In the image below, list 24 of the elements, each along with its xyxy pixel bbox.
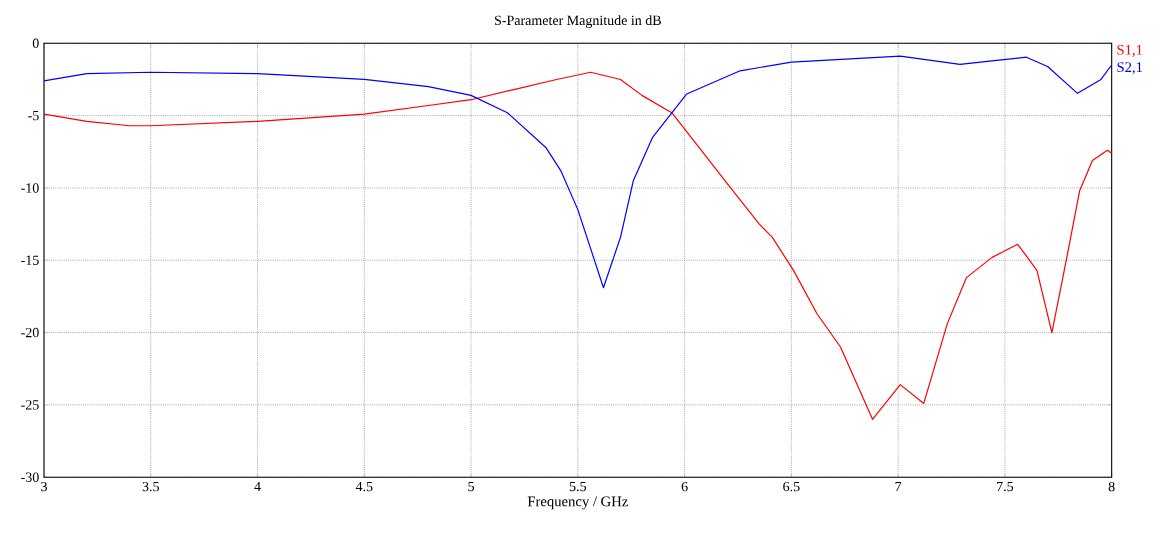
chart-title: S-Parameter Magnitude in dB [495, 15, 661, 28]
line-series [43, 71, 1113, 420]
x-tick-label: 7 [895, 481, 902, 491]
y-tick-label: -25 [21, 400, 39, 410]
text: S1,1 [1117, 44, 1143, 57]
x-tick-label: 3 [41, 481, 47, 492]
x-tick-label: 7.5 [997, 481, 1014, 492]
series-label: S2,1 [1117, 62, 1143, 75]
x-tick-label: 4.5 [355, 481, 373, 492]
y-tick-label: 0 [32, 38, 39, 48]
x-tick-label: 6.5 [783, 481, 800, 492]
x-tick-label: 6 [681, 481, 688, 492]
line-series [43, 55, 1113, 289]
x-tick-label: 5.5 [569, 481, 587, 492]
x-tick-label: 5 [468, 481, 475, 492]
y-tick-label: -5 [28, 110, 39, 121]
y-tick-label: -10 [21, 183, 39, 193]
x-tick-label: 8 [1108, 481, 1115, 492]
y-tick-label: -30 [21, 472, 39, 482]
x-tick-label: 4 [254, 481, 261, 492]
y-tick-label: -20 [21, 327, 39, 338]
x-axis-title: Frequency / GHz [527, 496, 628, 510]
x-tick-label: 3.5 [142, 481, 159, 492]
y-tick-label: -15 [21, 255, 39, 265]
